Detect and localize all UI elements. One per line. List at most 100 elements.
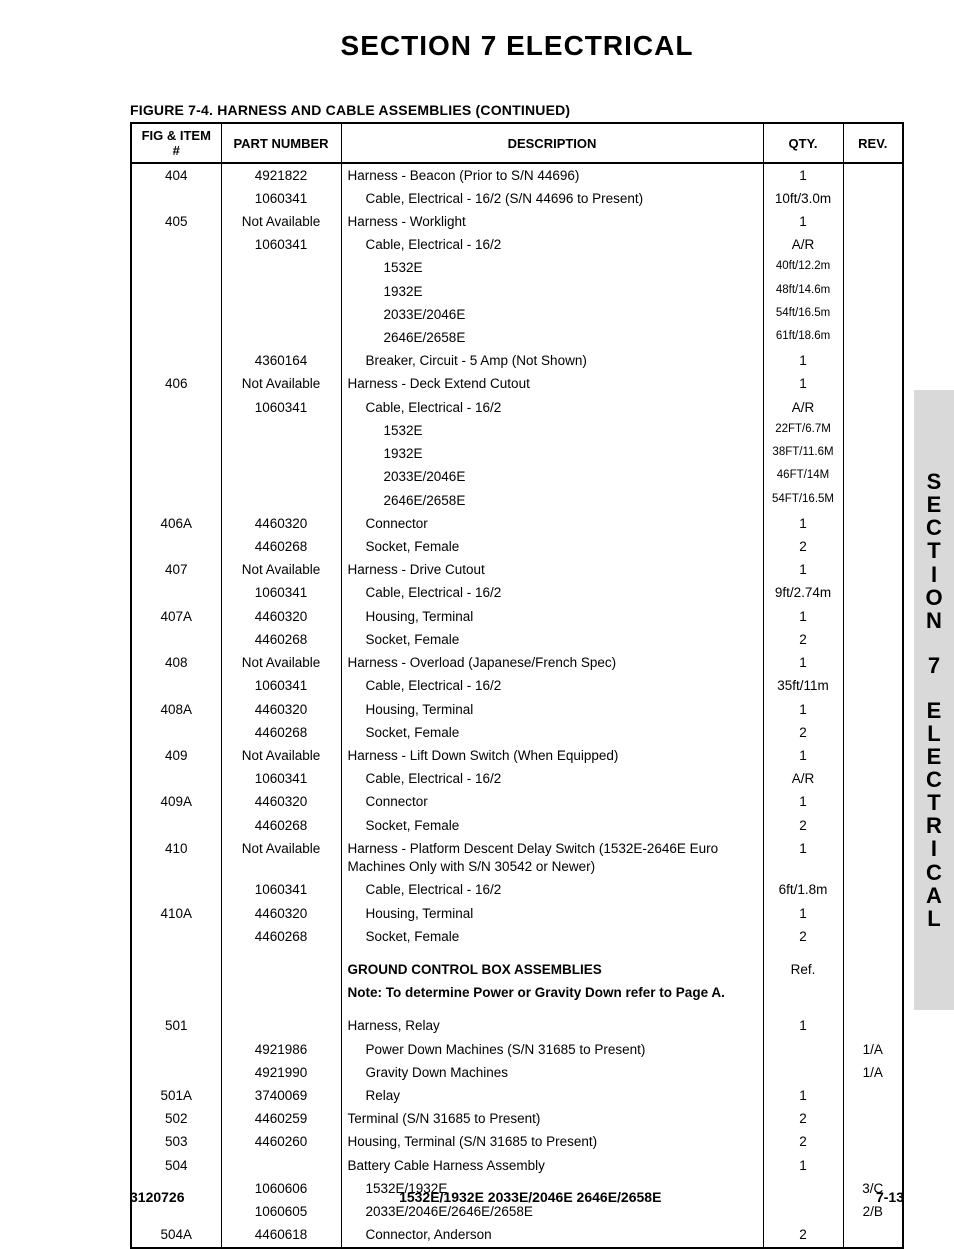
cell-pn: 4360164 — [221, 350, 341, 373]
side-tab-word1: SECTION — [925, 470, 942, 632]
cell-pn: 4460320 — [221, 698, 341, 721]
cell-rev — [843, 419, 903, 442]
cell-rev — [843, 744, 903, 767]
cell-rev — [843, 721, 903, 744]
cell-qty: 38FT/11.6M — [763, 443, 843, 466]
cell-qty: 1 — [763, 1015, 843, 1038]
cell-fig — [131, 350, 221, 373]
table-row: 4921990Gravity Down Machines1/A — [131, 1061, 903, 1084]
cell-pn — [221, 419, 341, 442]
cell-qty: 2 — [763, 1108, 843, 1131]
cell-fig: 407A — [131, 605, 221, 628]
cell-rev — [843, 652, 903, 675]
page-footer: 3120726 1532E/1932E 2033E/2046E 2646E/26… — [130, 1189, 904, 1205]
cell-pn: Not Available — [221, 559, 341, 582]
cell-rev — [843, 234, 903, 257]
table-row: 2033E/2046E46FT/14M — [131, 466, 903, 489]
cell-rev — [843, 582, 903, 605]
cell-desc: Socket, Female — [341, 628, 763, 651]
table-row: 1060341Cable, Electrical - 16/2 (S/N 446… — [131, 187, 903, 210]
cell-qty: 1 — [763, 698, 843, 721]
cell-fig: 504 — [131, 1154, 221, 1177]
cell-fig: 406A — [131, 512, 221, 535]
table-row: 2033E/2046E54ft/16.5m — [131, 303, 903, 326]
cell-rev — [843, 1108, 903, 1131]
cell-rev — [843, 982, 903, 1005]
cell-desc: Connector — [341, 512, 763, 535]
cell-desc: Note: To determine Power or Gravity Down… — [341, 982, 763, 1005]
cell-desc: Cable, Electrical - 16/2 — [341, 675, 763, 698]
table-row: 407Not AvailableHarness - Drive Cutout1 — [131, 559, 903, 582]
side-tab-word3: ELECTRICAL — [926, 699, 942, 930]
cell-pn: 4921990 — [221, 1061, 341, 1084]
cell-fig: 504A — [131, 1224, 221, 1248]
footer-left: 3120726 — [130, 1189, 185, 1205]
col-fig: FIG & ITEM # — [131, 123, 221, 163]
table-row: 1532E22FT/6.7M — [131, 419, 903, 442]
cell-qty: 1 — [763, 559, 843, 582]
cell-qty: 61ft/18.6m — [763, 327, 843, 350]
cell-qty — [763, 982, 843, 1005]
col-pn: PART NUMBER — [221, 123, 341, 163]
cell-fig — [131, 536, 221, 559]
cell-pn — [221, 466, 341, 489]
cell-rev — [843, 559, 903, 582]
cell-desc: Harness - Worklight — [341, 210, 763, 233]
cell-rev — [843, 536, 903, 559]
cell-qty: 1 — [763, 512, 843, 535]
cell-rev — [843, 327, 903, 350]
cell-fig: 501A — [131, 1085, 221, 1108]
cell-rev: 1/A — [843, 1061, 903, 1084]
cell-qty — [763, 1038, 843, 1061]
cell-pn: 4460260 — [221, 1131, 341, 1154]
col-qty: QTY. — [763, 123, 843, 163]
cell-pn: 4460618 — [221, 1224, 341, 1248]
table-row: 5034460260Housing, Terminal (S/N 31685 t… — [131, 1131, 903, 1154]
cell-fig — [131, 303, 221, 326]
cell-desc: 2646E/2658E — [341, 489, 763, 512]
cell-desc: Terminal (S/N 31685 to Present) — [341, 1108, 763, 1131]
cell-fig — [131, 721, 221, 744]
cell-qty: 2 — [763, 536, 843, 559]
cell-rev — [843, 768, 903, 791]
cell-fig — [131, 187, 221, 210]
cell-qty: 48ft/14.6m — [763, 280, 843, 303]
cell-pn: 4460268 — [221, 814, 341, 837]
cell-fig — [131, 327, 221, 350]
cell-desc: Socket, Female — [341, 536, 763, 559]
cell-desc: Socket, Female — [341, 721, 763, 744]
cell-qty: A/R — [763, 768, 843, 791]
cell-pn: 1060341 — [221, 396, 341, 419]
cell-pn — [221, 303, 341, 326]
cell-qty: Ref. — [763, 958, 843, 981]
cell-pn: 1060341 — [221, 768, 341, 791]
table-row: 1532E40ft/12.2m — [131, 257, 903, 280]
cell-desc: Harness - Lift Down Switch (When Equippe… — [341, 744, 763, 767]
cell-fig — [131, 982, 221, 1005]
cell-rev — [843, 675, 903, 698]
cell-desc: Housing, Terminal — [341, 902, 763, 925]
cell-fig — [131, 443, 221, 466]
table-row: 409A4460320Connector1 — [131, 791, 903, 814]
table-row: 5024460259Terminal (S/N 31685 to Present… — [131, 1108, 903, 1131]
cell-pn: 1060341 — [221, 675, 341, 698]
cell-desc: Breaker, Circuit - 5 Amp (Not Shown) — [341, 350, 763, 373]
cell-desc: Cable, Electrical - 16/2 — [341, 879, 763, 902]
footer-right: 7-13 — [876, 1189, 904, 1205]
cell-desc: Cable, Electrical - 16/2 — [341, 396, 763, 419]
table-row: 406A4460320Connector1 — [131, 512, 903, 535]
cell-fig — [131, 396, 221, 419]
cell-fig — [131, 257, 221, 280]
table-row: Note: To determine Power or Gravity Down… — [131, 982, 903, 1005]
cell-qty: 1 — [763, 350, 843, 373]
cell-rev — [843, 698, 903, 721]
cell-desc: 2033E/2046E — [341, 303, 763, 326]
cell-qty: 46FT/14M — [763, 466, 843, 489]
table-row: 2646E/2658E54FT/16.5M — [131, 489, 903, 512]
cell-pn: Not Available — [221, 837, 341, 878]
cell-fig — [131, 1061, 221, 1084]
cell-desc: Housing, Terminal — [341, 605, 763, 628]
cell-fig: 410A — [131, 902, 221, 925]
cell-qty — [763, 1061, 843, 1084]
cell-fig — [131, 419, 221, 442]
